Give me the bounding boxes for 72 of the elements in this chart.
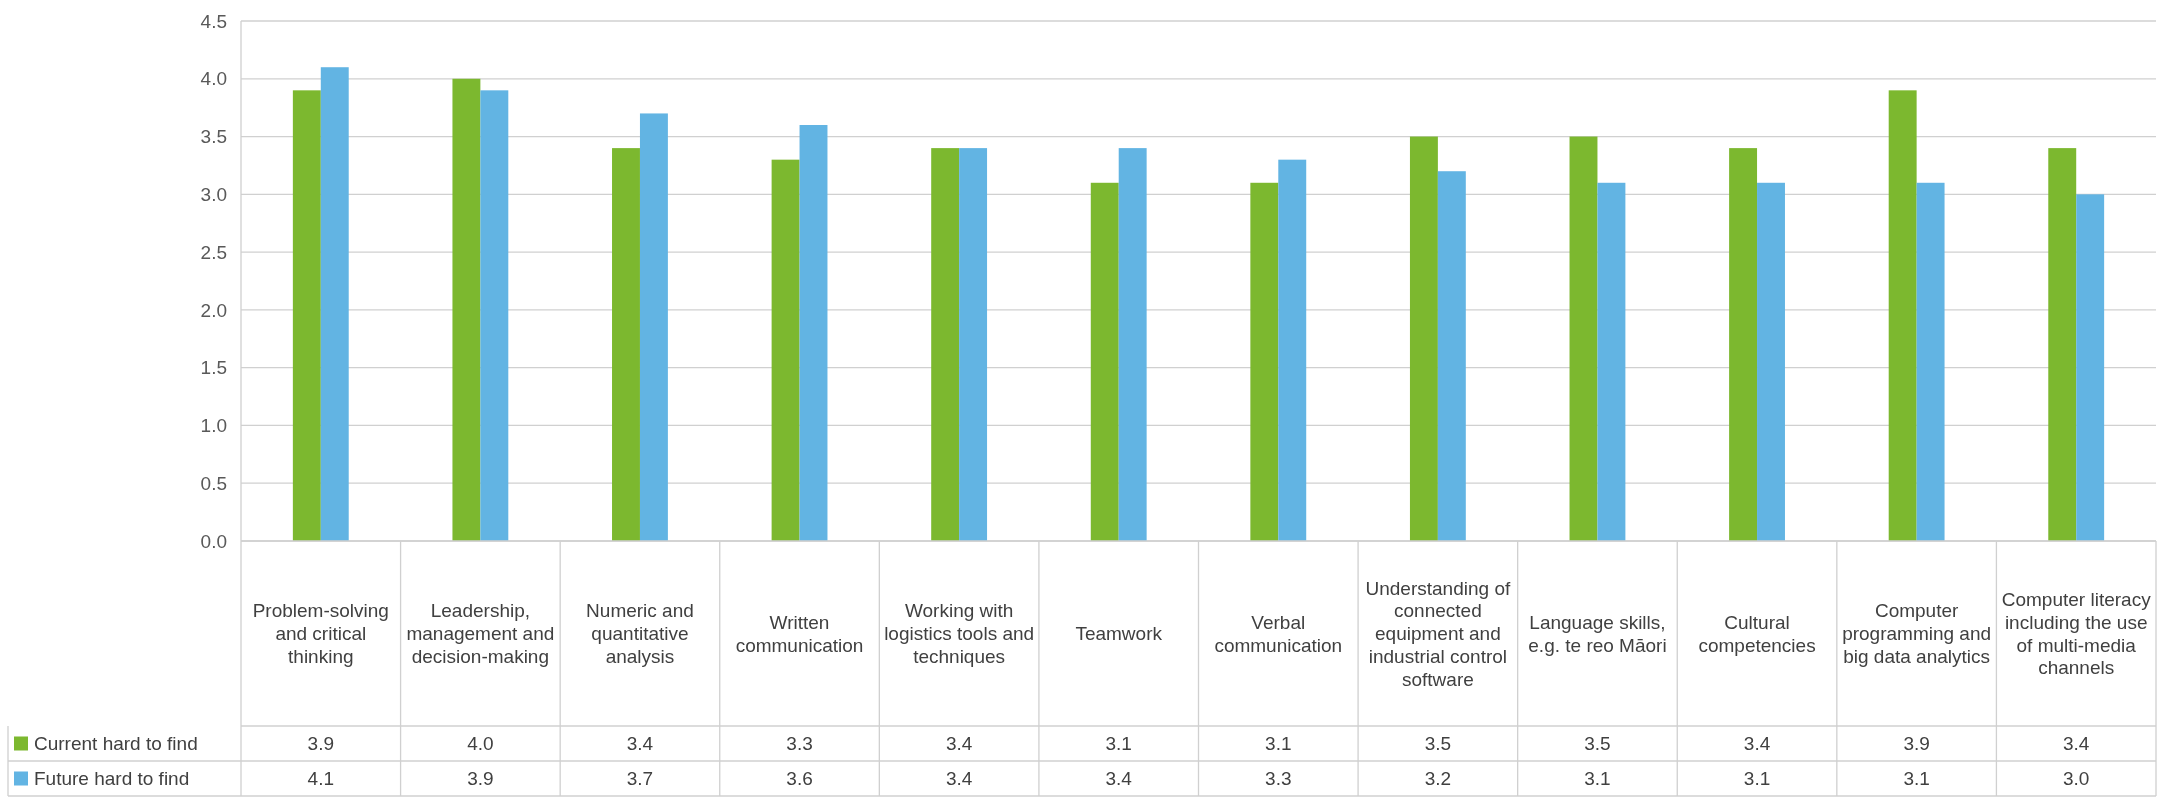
data-label: 3.1 <box>1105 733 1132 755</box>
bar <box>1409 136 1438 541</box>
data-label: 3.4 <box>945 733 973 755</box>
data-label: 3.7 <box>626 768 654 790</box>
data-label: 4.0 <box>467 733 494 755</box>
y-tick-label: 0.0 <box>200 530 227 552</box>
bar <box>2076 194 2105 541</box>
y-tick-label: 4.0 <box>200 68 227 90</box>
data-label: 3.6 <box>786 768 813 790</box>
x-tick-label: Computer literacy including the use of multi-media channels <box>2001 588 2152 679</box>
y-tick-label: 1.5 <box>200 357 227 379</box>
x-tick-label: Teamwork <box>1075 623 1163 645</box>
y-tick-label: 1.0 <box>200 415 227 437</box>
bar <box>1278 159 1307 541</box>
x-tick-label: Computer programming and big data analytics <box>1842 600 1992 667</box>
y-tick-label: 0.5 <box>200 472 227 494</box>
bar <box>931 148 960 541</box>
data-label: 3.4 <box>945 768 973 790</box>
bar <box>452 78 481 541</box>
x-tick-label: Understanding of connected equipment and industrial control software <box>1365 577 1511 690</box>
bar <box>1437 171 1466 541</box>
data-label: 3.4 <box>2063 733 2090 755</box>
bar <box>639 113 668 541</box>
bar <box>1729 148 1758 541</box>
bar <box>1757 182 1785 541</box>
data-label: 3.3 <box>1265 768 1292 790</box>
bar <box>1597 182 1626 541</box>
bar <box>2048 148 2077 541</box>
data-label: 3.1 <box>1903 768 1930 790</box>
y-tick-label: 4.5 <box>200 10 227 32</box>
x-tick-label: Working with logistics tools and techniques <box>884 600 1035 667</box>
data-label: 3.4 <box>1743 733 1771 755</box>
bar <box>799 125 828 541</box>
data-label: 3.5 <box>1424 733 1452 755</box>
x-tick-label: Leadership, management and decision-making <box>406 600 555 667</box>
data-label: 3.4 <box>1105 768 1133 790</box>
bar <box>959 148 988 541</box>
bar <box>1250 182 1279 541</box>
data-label: 3.0 <box>2063 768 2090 790</box>
bar <box>320 67 349 541</box>
data-label: 3.4 <box>626 733 654 755</box>
y-tick-label: 3.5 <box>200 126 227 148</box>
x-tick-label: Problem-solving and critical thinking <box>252 600 389 667</box>
data-label: 3.9 <box>467 768 494 790</box>
data-label: 3.2 <box>1424 768 1452 790</box>
x-tick-label: Cultural competencies <box>1698 611 1816 656</box>
data-label: 3.3 <box>786 733 813 755</box>
data-label: 3.5 <box>1584 733 1611 755</box>
bar <box>771 159 800 541</box>
data-label: 3.9 <box>1903 733 1930 755</box>
x-tick-label: Verbal communication <box>1214 611 1343 656</box>
bar <box>1888 90 1917 541</box>
bar <box>1090 182 1119 541</box>
x-tick-label: Written communication <box>735 611 864 656</box>
bar <box>1118 148 1147 541</box>
legend-label: Current hard to find <box>34 733 198 755</box>
data-label: 3.1 <box>1584 768 1611 790</box>
data-label: 3.1 <box>1265 733 1292 755</box>
bar <box>480 90 509 541</box>
y-tick-label: 2.0 <box>200 299 227 321</box>
data-label: 3.1 <box>1743 768 1771 790</box>
bar <box>1569 136 1598 541</box>
y-tick-label: 3.0 <box>200 183 227 205</box>
data-label: 3.9 <box>307 733 334 755</box>
y-tick-label: 2.5 <box>200 241 227 263</box>
legend-label: Future hard to find <box>34 768 190 790</box>
bar <box>1916 182 1945 541</box>
x-tick-label: Numeric and quantitative analysis <box>586 600 694 667</box>
bar <box>612 148 640 541</box>
bar <box>292 90 321 541</box>
data-label: 4.1 <box>307 768 334 790</box>
x-tick-label: Language skills, e.g. te reo Māori <box>1528 611 1667 656</box>
